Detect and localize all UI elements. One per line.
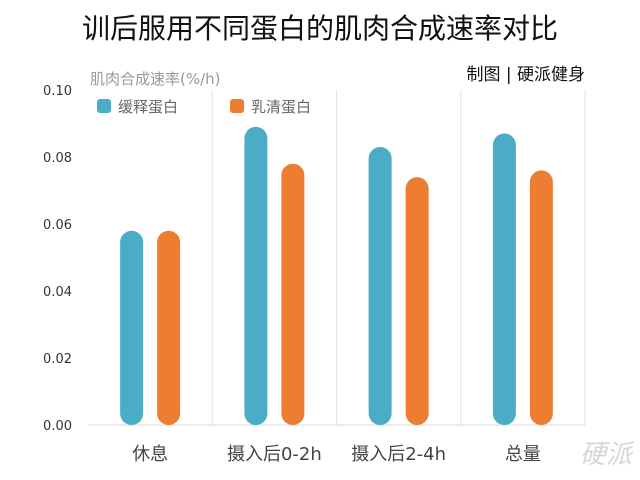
bar <box>244 126 268 425</box>
y-tick-label: 0.02 <box>43 352 72 367</box>
x-tick-label: 休息 <box>132 444 168 465</box>
bar <box>157 230 181 425</box>
bar <box>529 170 553 425</box>
y-axis-label: 肌肉合成速率(%/h) <box>90 70 221 88</box>
bar <box>120 230 144 425</box>
x-tick-label: 摄入后2-4h <box>351 444 446 465</box>
y-tick-label: 0.00 <box>43 419 72 434</box>
credit-text: 制图 | 硬派健身 <box>466 65 585 85</box>
bar <box>368 146 392 425</box>
legend-swatch <box>230 99 244 113</box>
legend-label: 乳清蛋白 <box>251 98 311 116</box>
x-tick-label: 总量 <box>505 444 541 465</box>
y-tick-label: 0.04 <box>43 285 72 300</box>
y-tick-label: 0.06 <box>43 218 72 233</box>
chart-title: 训后服用不同蛋白的肌肉合成速率对比 <box>82 12 558 45</box>
bar <box>281 163 305 425</box>
watermark: 硬派 <box>580 440 635 470</box>
y-tick-label: 0.10 <box>43 84 72 99</box>
legend-label: 缓释蛋白 <box>118 98 178 116</box>
bar <box>405 177 429 425</box>
x-tick-label: 摄入后0-2h <box>227 444 322 465</box>
y-tick-label: 0.08 <box>43 151 72 166</box>
legend-swatch <box>97 99 111 113</box>
bar <box>492 133 516 426</box>
